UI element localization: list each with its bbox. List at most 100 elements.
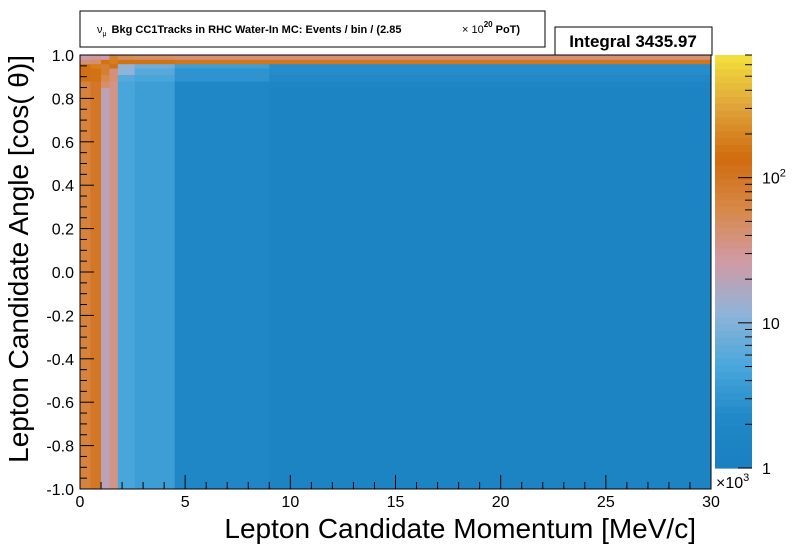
heatmap-cell xyxy=(117,55,136,60)
heatmap-cell xyxy=(269,63,712,69)
heatmap-cell xyxy=(80,59,92,65)
heatmap-cell xyxy=(269,81,712,89)
heatmap-cell xyxy=(90,87,102,490)
colorbar-segment xyxy=(715,130,752,139)
title-nu-symbol: ν xyxy=(97,24,103,36)
colorbar-segment xyxy=(715,61,752,70)
colorbar-segment xyxy=(715,426,752,435)
y-tick-label: 0.2 xyxy=(52,222,74,239)
heatmap-cell xyxy=(90,63,102,69)
colorbar-segment xyxy=(715,357,752,366)
heatmap-cell xyxy=(90,59,102,65)
heatmap-cell xyxy=(134,81,176,89)
colorbar-segment xyxy=(715,454,752,462)
y-tick-label: 0.6 xyxy=(52,135,74,152)
heatmap-cell xyxy=(80,81,92,89)
colorbar-segment xyxy=(715,75,752,84)
x-tick-label: 0 xyxy=(76,494,85,511)
colorbar-segment xyxy=(715,268,752,276)
colorbar-tick-base: 10 xyxy=(762,316,780,333)
colorbar-segment xyxy=(715,96,752,104)
colorbar-segment xyxy=(715,68,752,77)
heatmap-cell xyxy=(174,59,270,65)
y-tick-label: 0.8 xyxy=(52,91,74,108)
colorbar-segment xyxy=(715,151,752,159)
title-box xyxy=(79,10,546,48)
colorbar-tick-base: 10 xyxy=(762,171,780,188)
heatmap-cell xyxy=(90,74,102,82)
y-tick-label: -0.4 xyxy=(46,352,74,369)
heatmap-cell xyxy=(109,68,119,76)
x-tick-label: 5 xyxy=(181,494,190,511)
colorbar-segment xyxy=(715,399,752,407)
heatmap-cell xyxy=(101,59,110,65)
heatmap-cell xyxy=(80,74,92,82)
heatmap-cells xyxy=(80,55,712,490)
heatmap-cell xyxy=(134,74,176,82)
title-exponent: 20 xyxy=(484,20,493,29)
heatmap-cell xyxy=(134,59,176,65)
colorbar-segment xyxy=(715,302,752,311)
x-tick-label: 25 xyxy=(597,494,615,511)
stats-box xyxy=(554,26,713,56)
y-axis: -1.0 -0.8 -0.6 -0.4 -0.2 0.0 0.2 0.4 0.6 0.8 1.0 xyxy=(46,48,94,499)
colorbar-segment xyxy=(715,137,752,146)
y-tick-label: -0.8 xyxy=(46,439,74,456)
y-tick-label: 1.0 xyxy=(52,48,74,65)
colorbar-segment xyxy=(715,419,752,428)
y-tick-label: -1.0 xyxy=(46,482,74,499)
colorbar-segment xyxy=(715,227,752,235)
y-axis-title: Lepton Candidate Angle [cos( θ)] xyxy=(3,55,34,463)
heatmap-cell xyxy=(269,68,712,76)
colorbar-segment xyxy=(715,240,752,249)
chart-title: νμ Bkg CC1Tracks in RHC Water-In MC: Even… xyxy=(97,24,401,38)
heatmap-cell xyxy=(269,59,712,65)
y-tick-label: -0.6 xyxy=(46,395,74,412)
heatmap-cell xyxy=(174,55,270,60)
stats-integral: Integral 3435.97 xyxy=(569,32,697,51)
colorbar-segment xyxy=(715,316,752,325)
colorbar-segment xyxy=(715,172,752,180)
colorbar-segment xyxy=(715,406,752,414)
colorbar-segment xyxy=(715,192,752,201)
heatmap-cell xyxy=(101,55,110,60)
colorbar-segment xyxy=(715,110,752,118)
colorbar-segment xyxy=(715,371,752,380)
heatmap-cell xyxy=(109,81,119,89)
heatmap-cell xyxy=(101,81,110,89)
colorbar-segment xyxy=(715,233,752,242)
x-axis: 0 5 10 15 20 25 30 xyxy=(76,475,720,511)
heatmap-cell xyxy=(101,74,110,82)
heatmap-cell xyxy=(269,55,712,60)
colorbar-segment xyxy=(715,385,752,393)
colorbar-tick-label: 102 xyxy=(762,168,786,188)
y-tick-label: 0.4 xyxy=(52,178,74,195)
colorbar-segment xyxy=(715,447,752,455)
colorbar-tick-label: 10 xyxy=(762,316,780,333)
heatmap-cell xyxy=(109,59,119,65)
colorbar-segment xyxy=(715,412,752,421)
colorbar-segment xyxy=(715,309,752,318)
colorbar-segment xyxy=(715,364,752,373)
colorbar-segment xyxy=(715,323,752,331)
heatmap-cell xyxy=(269,74,712,82)
colorbar-segment xyxy=(715,123,752,132)
heatmap-cell xyxy=(109,87,119,490)
y-tick-label: -0.2 xyxy=(46,308,74,325)
colorbar-segment xyxy=(715,178,752,187)
heatmap-cell xyxy=(117,81,136,89)
heatmap-cell xyxy=(117,59,136,65)
colorbar-segment xyxy=(715,440,752,448)
colorbar-segment xyxy=(715,295,752,304)
heatmap-cell xyxy=(80,68,92,76)
colorbar-segment xyxy=(715,289,752,297)
x-tick-label: 15 xyxy=(387,494,405,511)
heatmap-cell xyxy=(101,68,110,76)
colorbar-segment xyxy=(715,89,752,97)
colorbar-segment xyxy=(715,254,752,263)
heatmap-cell xyxy=(101,63,110,69)
x-multiplier-base: ×10 xyxy=(716,475,743,492)
heatmap-cell xyxy=(90,81,102,89)
